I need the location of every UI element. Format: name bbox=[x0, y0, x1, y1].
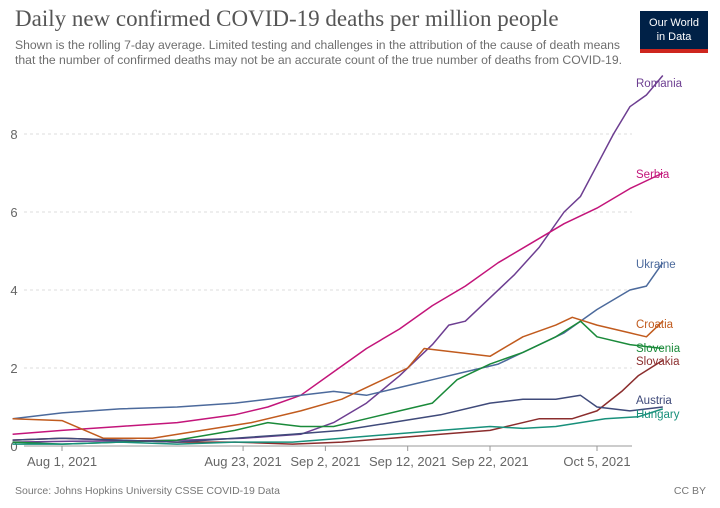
series-label-austria: Austria bbox=[636, 395, 672, 407]
series-label-croatia: Croatia bbox=[636, 319, 674, 331]
series-line-slovenia bbox=[12, 320, 663, 445]
series-line-croatia bbox=[12, 316, 664, 439]
x-tick-label-5: Oct 5, 2021 bbox=[563, 454, 630, 469]
logo-line-1: Our World bbox=[649, 17, 699, 29]
logo-line-2: in Data bbox=[656, 31, 692, 43]
series-label-ukraine: Ukraine bbox=[636, 259, 676, 271]
series-line-austria bbox=[12, 394, 663, 443]
series-label-slovenia: Slovenia bbox=[636, 343, 681, 355]
chart-subtitle: Shown is the rolling 7-day average. Limi… bbox=[15, 38, 635, 68]
y-tick-label-6: 6 bbox=[10, 205, 17, 220]
x-tick-label-0: Aug 1, 2021 bbox=[27, 454, 97, 469]
logo-accent-bar bbox=[640, 49, 708, 53]
series-label-slovakia: Slovakia bbox=[636, 356, 680, 368]
series-line-slovakia bbox=[12, 359, 664, 445]
source-note[interactable]: Source: Johns Hopkins University CSSE CO… bbox=[15, 485, 280, 497]
x-tick-label-1: Aug 23, 2021 bbox=[204, 454, 281, 469]
owid-logo[interactable]: Our World in Data bbox=[640, 11, 708, 53]
chart-title: Daily new confirmed COVID-19 deaths per … bbox=[15, 6, 559, 31]
y-tick-label-0: 0 bbox=[10, 439, 17, 454]
license-link[interactable]: CC BY bbox=[673, 485, 706, 497]
series-line-hungary bbox=[12, 408, 664, 445]
x-tick-label-4: Sep 22, 2021 bbox=[451, 454, 528, 469]
series-label-romania: Romania bbox=[636, 78, 683, 90]
y-tick-label-8: 8 bbox=[10, 127, 17, 142]
series-line-romania bbox=[12, 75, 664, 443]
subtitle-line-1: Shown is the rolling 7-day average. Limi… bbox=[15, 38, 621, 52]
series-line-serbia bbox=[12, 172, 664, 436]
series-label-serbia: Serbia bbox=[636, 169, 670, 181]
series-label-hungary: Hungary bbox=[636, 409, 680, 421]
x-tick-label-3: Sep 12, 2021 bbox=[369, 454, 446, 469]
series-line-ukraine bbox=[12, 262, 664, 420]
y-tick-label-4: 4 bbox=[10, 283, 17, 298]
x-tick-label-2: Sep 2, 2021 bbox=[290, 454, 360, 469]
subtitle-line-2: that the number of confirmed deaths may … bbox=[15, 53, 622, 67]
y-tick-label-2: 2 bbox=[10, 361, 17, 376]
